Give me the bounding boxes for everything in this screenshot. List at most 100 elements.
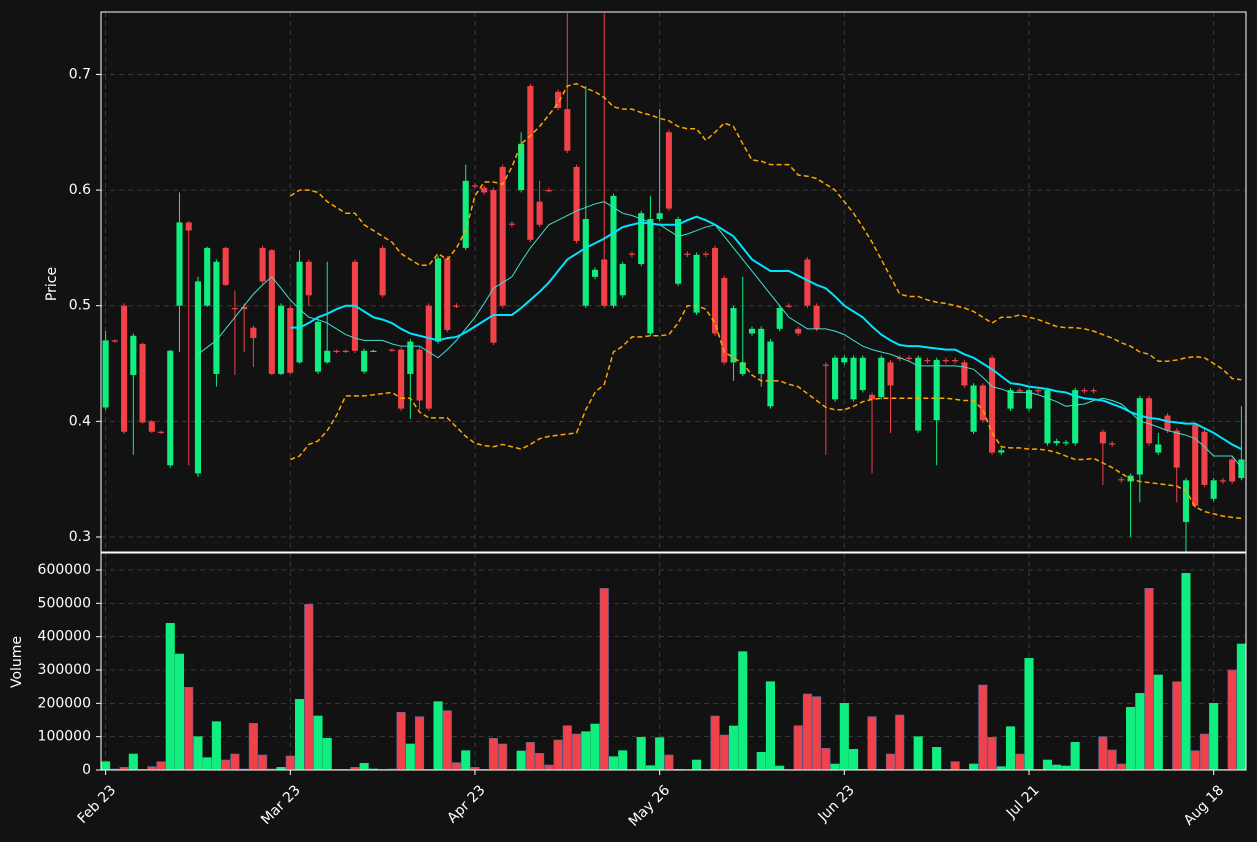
candle-body xyxy=(859,357,866,391)
y-tick-label: 0.3 xyxy=(69,529,91,545)
candle-body xyxy=(998,450,1005,453)
volume-frame xyxy=(100,552,1247,771)
volume-bar xyxy=(248,723,258,771)
candle-body xyxy=(610,195,617,306)
y-tick-label: 0.5 xyxy=(69,298,91,314)
volume-bar xyxy=(156,761,166,771)
candle-body xyxy=(555,91,562,108)
volume-bar xyxy=(285,755,295,771)
volume-bar xyxy=(174,653,185,771)
volume-bar xyxy=(987,737,997,771)
candle-body xyxy=(462,180,469,248)
candle-body xyxy=(1155,444,1162,453)
candle-body xyxy=(1136,398,1143,475)
volume-bar xyxy=(461,750,471,771)
candle-body xyxy=(536,201,543,225)
candle-body xyxy=(979,385,986,421)
volume-bar xyxy=(433,701,443,771)
volume-bar xyxy=(775,765,785,771)
candle-body xyxy=(896,357,903,359)
candle-body xyxy=(296,261,303,363)
candle-body xyxy=(1025,390,1033,409)
volume-bar xyxy=(1070,742,1080,771)
volume-bar xyxy=(128,753,138,771)
volume-tick-label: 400000 xyxy=(38,629,91,645)
volume-bar xyxy=(812,696,822,771)
volume-bar xyxy=(756,752,766,771)
volume-bar xyxy=(101,761,111,771)
volume-bar xyxy=(664,754,674,771)
candle-body xyxy=(527,86,534,240)
candle-body xyxy=(102,340,109,408)
indicator-line xyxy=(289,82,1242,381)
volume-bar xyxy=(710,715,720,771)
candle-body xyxy=(619,264,626,296)
candle-body xyxy=(1229,459,1236,482)
candle-body xyxy=(675,218,682,284)
candle-body xyxy=(518,143,525,191)
candle-body xyxy=(1044,390,1051,444)
volume-bar xyxy=(202,757,212,771)
candle-body xyxy=(1053,440,1060,444)
candle-body xyxy=(194,281,202,474)
candle-body xyxy=(1109,443,1116,445)
candle-body xyxy=(370,350,377,353)
candle-body xyxy=(785,305,792,307)
volume-bar xyxy=(1024,658,1034,771)
volume-bar xyxy=(1107,749,1117,771)
candle-body xyxy=(1118,479,1125,481)
volume-bar xyxy=(1116,763,1126,771)
volume-bar xyxy=(1227,669,1237,771)
volume-bar xyxy=(359,763,369,771)
candle-body xyxy=(924,360,931,362)
candle-body xyxy=(1035,390,1042,392)
volume-bar xyxy=(885,753,896,771)
volume-bar xyxy=(396,712,406,771)
candle-body xyxy=(832,357,839,400)
volume-bar xyxy=(544,764,554,771)
volume-bar xyxy=(738,651,748,771)
candle-body xyxy=(989,357,996,453)
candle-body xyxy=(961,362,968,386)
volume-bar xyxy=(802,693,812,771)
candle-body xyxy=(795,328,802,334)
volume-bar xyxy=(978,684,988,771)
indicator-line xyxy=(197,201,1242,468)
candle-body xyxy=(739,362,746,374)
volume-tick-label: 100000 xyxy=(38,729,91,745)
candle-body xyxy=(545,190,552,192)
candle-body xyxy=(776,308,783,329)
volume-bar xyxy=(590,723,600,771)
y-axis-label: Price xyxy=(44,267,60,301)
volume-bar xyxy=(1144,588,1154,771)
indicator-line xyxy=(290,215,1242,450)
candle-body xyxy=(813,305,820,329)
candle-body xyxy=(647,218,654,334)
candle-body xyxy=(508,223,515,225)
candle-body xyxy=(1210,480,1217,499)
volume-bar xyxy=(525,742,535,771)
candle-body xyxy=(1201,431,1208,485)
candle-body xyxy=(628,253,635,255)
candle-body xyxy=(481,187,488,193)
volume-bar xyxy=(821,748,831,771)
volume-bar xyxy=(830,763,840,771)
candle-body xyxy=(970,385,977,432)
candle-body xyxy=(915,357,922,431)
volume-bar xyxy=(969,763,979,771)
volume-bar xyxy=(913,736,923,771)
volume-bar xyxy=(895,714,905,771)
volume-bar xyxy=(211,721,221,771)
candle-body xyxy=(1081,390,1088,392)
volume-bar xyxy=(932,747,942,771)
volume-bar xyxy=(1190,750,1200,771)
volume-bar xyxy=(294,699,305,771)
y-tick-label: 0.7 xyxy=(69,66,91,82)
candle-body xyxy=(804,259,811,306)
candle-body xyxy=(305,261,312,296)
candle-body xyxy=(453,305,460,307)
candle-body xyxy=(1238,459,1245,478)
volume-bar xyxy=(1042,759,1053,771)
volume-bar xyxy=(719,734,729,771)
candle-body xyxy=(1192,424,1199,506)
